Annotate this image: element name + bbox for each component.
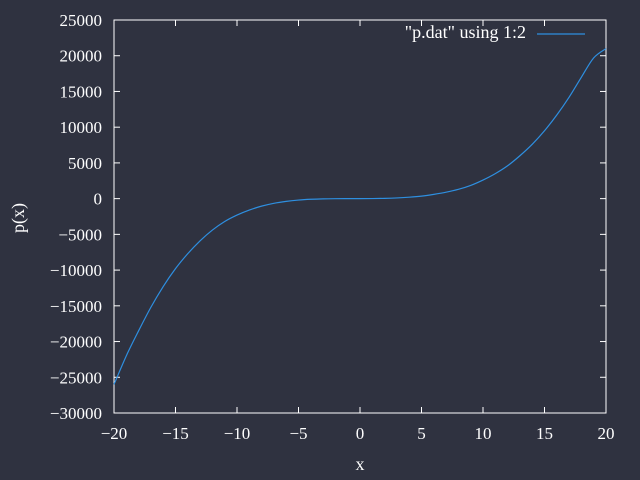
y-tick-label: −25000 [50,368,102,387]
x-tick-label: 20 [598,424,615,443]
x-axis-label: x [356,454,365,474]
legend-label: "p.dat" using 1:2 [405,22,526,42]
axis-ticks [113,19,607,414]
x-tick-label: −10 [224,424,251,443]
x-tick-label: −15 [162,424,189,443]
y-tick-label: 10000 [60,118,103,137]
x-tick-label: −5 [289,424,307,443]
x-tick-label: 0 [356,424,365,443]
y-tick-label: 25000 [60,11,103,30]
y-axis-label: p(x) [8,203,29,233]
y-tick-label: −20000 [50,333,102,352]
x-tick-label: 5 [417,424,426,443]
y-tick-label: −15000 [50,297,102,316]
tick-labels: −20 −15 −10 −5 0 5 10 15 20 −30000 −25000 −20000 −15… [50,11,615,443]
y-tick-label: 20000 [60,47,103,66]
y-tick-label: −5000 [58,225,102,244]
y-tick-label: 15000 [60,82,103,101]
y-tick-label: 0 [94,190,103,209]
y-tick-label: −10000 [50,261,102,280]
y-tick-label: 5000 [68,154,102,173]
x-tick-label: 10 [475,424,492,443]
plot-frame [113,19,607,414]
series-line-p-dat [113,48,607,385]
y-tick-label: −30000 [50,404,102,423]
x-tick-label: 15 [536,424,553,443]
legend: "p.dat" using 1:2 [405,22,585,42]
x-tick-label: −20 [101,424,128,443]
